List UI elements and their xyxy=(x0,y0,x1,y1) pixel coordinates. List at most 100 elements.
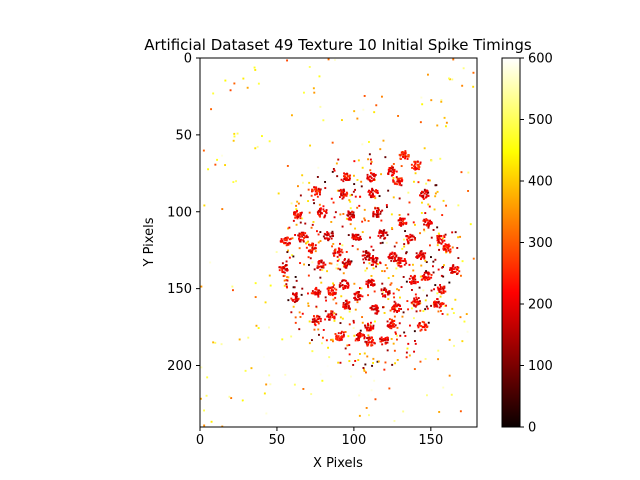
blob-pixel xyxy=(287,236,289,239)
blob-pixel xyxy=(367,343,370,346)
scatter-pixel xyxy=(396,288,399,291)
blob-pixel xyxy=(419,161,422,164)
scatter-pixel xyxy=(424,308,427,311)
blob-pixel xyxy=(453,268,455,271)
scatter-pixel xyxy=(434,284,437,287)
blob-pixel xyxy=(422,219,425,222)
blob-pixel xyxy=(346,264,349,267)
blob-pixel xyxy=(356,294,359,297)
blob-pixel xyxy=(399,157,402,160)
blob-pixel xyxy=(419,194,421,197)
scatter-pixel xyxy=(451,270,454,273)
blob-pixel xyxy=(329,235,332,238)
speckle-pixel xyxy=(440,99,443,101)
blob-pixel xyxy=(338,284,341,287)
scatter-pixel xyxy=(451,246,454,249)
blob-pixel xyxy=(371,279,374,282)
speckle-pixel xyxy=(312,87,315,90)
scatter-pixel xyxy=(317,241,320,244)
blob-pixel xyxy=(314,193,317,196)
scatter-pixel xyxy=(307,240,310,243)
blob-pixel xyxy=(377,210,380,213)
scatter-pixel xyxy=(334,296,337,299)
scatter-pixel xyxy=(312,199,315,201)
scatter-pixel xyxy=(391,363,394,366)
speckle-pixel xyxy=(413,317,415,320)
blob-pixel xyxy=(339,188,342,191)
speckle-pixel xyxy=(221,154,224,157)
blob-pixel xyxy=(369,337,372,340)
blob-pixel xyxy=(379,340,382,343)
blob-pixel xyxy=(333,252,336,255)
blob-pixel xyxy=(329,292,332,295)
speckle-pixel xyxy=(448,338,451,341)
blob-pixel xyxy=(398,224,401,226)
x-tick-label: 0 xyxy=(196,433,204,448)
blob-pixel xyxy=(417,300,420,303)
blob-pixel xyxy=(388,257,391,260)
speckle-pixel xyxy=(389,309,392,312)
blob-pixel xyxy=(423,220,426,222)
blob-pixel xyxy=(331,234,334,237)
scatter-pixel xyxy=(324,181,327,183)
blob-pixel xyxy=(347,218,350,221)
blob-pixel xyxy=(373,341,376,344)
blob-pixel xyxy=(371,284,374,287)
scatter-pixel xyxy=(307,256,310,259)
blob-pixel xyxy=(394,302,397,305)
blob-pixel xyxy=(373,283,376,286)
scatter-pixel xyxy=(359,329,362,332)
blob-pixel xyxy=(334,291,337,294)
blob-pixel xyxy=(450,268,453,270)
blob-pixel xyxy=(451,272,454,275)
plot-frame xyxy=(199,57,478,428)
speckle-pixel xyxy=(242,77,245,80)
blob-pixel xyxy=(410,282,413,285)
blob-pixel xyxy=(348,308,351,310)
scatter-pixel xyxy=(332,298,335,301)
blob-pixel xyxy=(382,232,385,235)
speckle-pixel xyxy=(348,360,351,363)
scatter-pixel xyxy=(411,166,414,169)
y-axis-label: Y Pixels xyxy=(142,217,157,267)
speckle-pixel xyxy=(461,84,464,87)
scatter-pixel xyxy=(384,264,387,267)
blob-pixel xyxy=(404,259,407,262)
scatter-pixel xyxy=(445,204,448,207)
blob-pixel xyxy=(315,186,318,189)
scatter-pixel xyxy=(361,220,364,223)
speckle-pixel xyxy=(472,85,475,88)
scatter-pixel xyxy=(427,321,430,324)
scatter-pixel xyxy=(320,281,323,284)
blob-pixel xyxy=(344,266,347,269)
x-tick-label: 50 xyxy=(269,433,286,448)
speckle-pixel xyxy=(203,204,206,207)
speckle-pixel xyxy=(290,202,293,205)
blob-pixel xyxy=(375,260,378,262)
blob-pixel xyxy=(347,179,350,181)
blob-pixel xyxy=(339,338,342,341)
blob-pixel xyxy=(392,325,395,328)
blob-pixel xyxy=(408,277,411,280)
blob-pixel xyxy=(376,311,379,314)
blob-pixel xyxy=(317,290,320,293)
blob-pixel xyxy=(390,252,393,255)
blob-pixel xyxy=(435,304,438,307)
blob-pixel xyxy=(315,188,318,191)
scatter-pixel xyxy=(286,279,289,282)
blob-pixel xyxy=(350,215,353,218)
blob-pixel xyxy=(401,151,404,153)
scatter-pixel xyxy=(298,311,301,314)
blob-pixel xyxy=(319,215,322,218)
blob-pixel xyxy=(392,324,395,327)
speckle-pixel xyxy=(232,181,235,184)
blob-pixel xyxy=(353,292,356,295)
blob-pixel xyxy=(445,249,447,252)
blob-pixel xyxy=(367,190,370,193)
scatter-pixel xyxy=(288,256,291,259)
blob-pixel xyxy=(426,192,429,194)
scatter-pixel xyxy=(292,255,295,258)
blob-pixel xyxy=(331,292,334,295)
scatter-pixel xyxy=(427,203,430,206)
blob-pixel xyxy=(413,298,416,301)
